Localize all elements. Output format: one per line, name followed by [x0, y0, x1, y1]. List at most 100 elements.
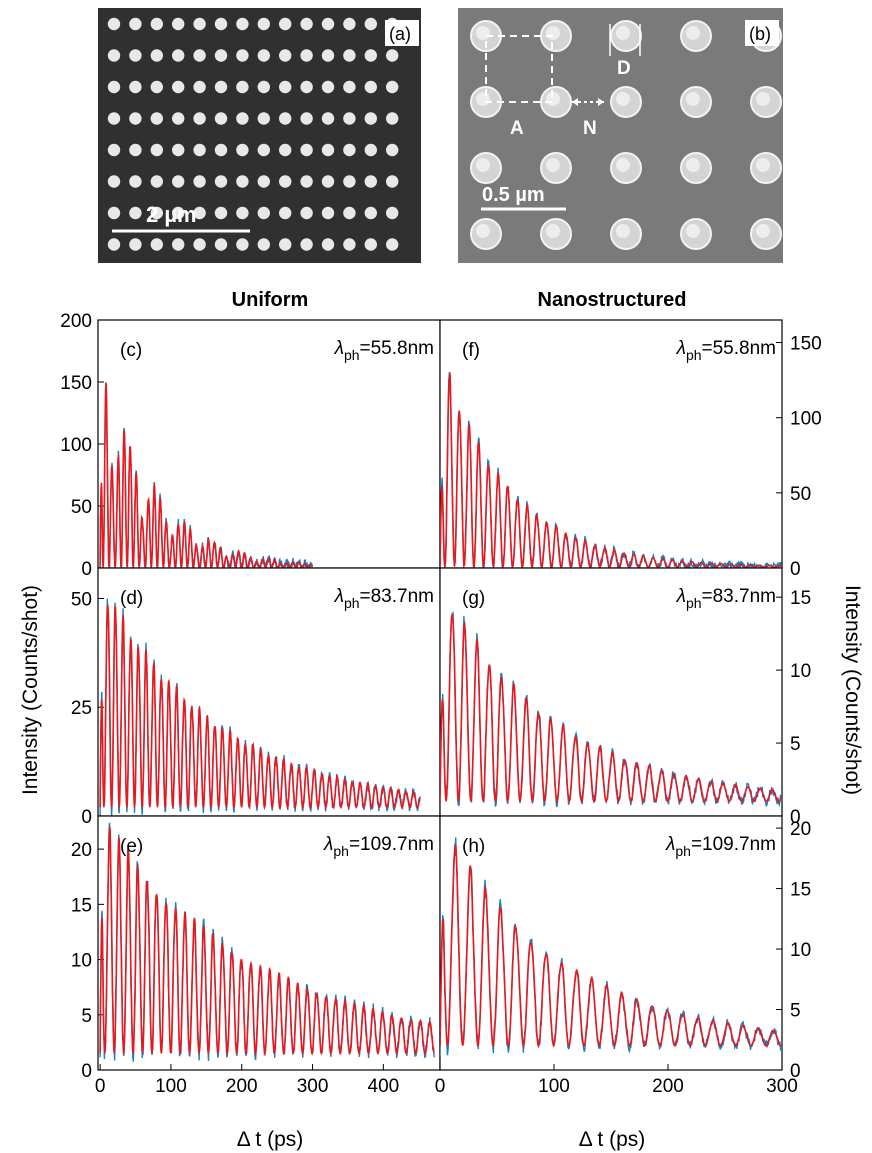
- sem-a-dot: [364, 206, 377, 220]
- sem-a-dot: [300, 49, 313, 62]
- panel-label-e: (e): [120, 836, 143, 857]
- sem-b-label-d: D: [617, 58, 631, 79]
- x-tick-label-e: 0: [95, 1076, 106, 1097]
- panel-f: 0 50 100 150 (f) λph=55.8nm: [439, 319, 822, 580]
- y-tick-label-e: 0: [81, 1061, 92, 1082]
- sem-a-dot: [107, 17, 121, 31]
- sem-b-pillar-highlight: [686, 92, 700, 106]
- sem-b-pillar-highlight: [616, 92, 630, 106]
- sem-a-dot: [386, 80, 399, 94]
- sem-a-dot: [214, 49, 228, 62]
- panel-label-g: (g): [462, 588, 485, 609]
- y-axis-title-left: Intensity (Counts/shot): [19, 585, 42, 795]
- y-tick-label-c: 200: [60, 311, 92, 332]
- sem-a-dot: [257, 206, 270, 220]
- lambda-annotation-h: λph=109.7nm: [665, 834, 776, 859]
- sem-b-panel-label: (b): [749, 24, 771, 44]
- y-tick-label-d: 0: [81, 807, 92, 828]
- sem-a-dot: [193, 17, 206, 31]
- x-tick-label-h: 300: [766, 1076, 798, 1097]
- sem-a-dot: [214, 80, 228, 94]
- panel-label-h: (h): [462, 836, 485, 857]
- sem-a-dot: [193, 80, 206, 94]
- panel-label-c: (c): [120, 340, 142, 361]
- sem-a-dot: [300, 143, 313, 157]
- sem-a-dot: [107, 112, 121, 125]
- sem-a-dot: [343, 112, 356, 125]
- sem-a-dot: [129, 49, 142, 62]
- y-tick-label-h: 20: [790, 819, 811, 840]
- sem-a-dot: [150, 143, 163, 157]
- sem-a-dot: [300, 112, 313, 125]
- y-tick-label-c: 150: [60, 373, 92, 394]
- sem-a-dot: [364, 49, 377, 62]
- panel-c: 0 50 100 150 200 (c) λph=55.8nm: [60, 311, 441, 580]
- sem-b-pillar-highlight: [546, 26, 560, 40]
- lambda-annotation-f: λph=55.8nm: [676, 338, 776, 363]
- sem-a-dot: [236, 80, 249, 94]
- sem-a-dot: [364, 112, 377, 125]
- sem-a-dot: [343, 17, 356, 31]
- sem-a-dot: [321, 206, 335, 220]
- sem-a-dot: [386, 143, 399, 157]
- sem-a-dot: [279, 175, 292, 188]
- sem-a-dot: [172, 80, 185, 94]
- sem-b-pillar-highlight: [546, 224, 560, 238]
- sem-a-dot: [172, 143, 185, 157]
- sem-a-dot: [129, 206, 142, 220]
- sem-a-panel-label: (a): [389, 24, 411, 44]
- sem-a-dot: [257, 175, 270, 188]
- sem-a-dot: [386, 112, 399, 125]
- series-fit-h: [440, 843, 782, 1049]
- sem-a-dot: [129, 238, 142, 251]
- series-fit-e: [99, 826, 435, 1057]
- y-tick-label-c: 0: [81, 559, 92, 580]
- sem-b-label-a: A: [510, 118, 524, 139]
- sem-a-dot: [236, 143, 249, 157]
- sem-b-pillar-highlight: [686, 26, 700, 40]
- lambda-annotation-c: λph=55.8nm: [334, 338, 434, 363]
- y-tick-label-g: 10: [790, 661, 811, 682]
- sem-a-dot: [300, 17, 313, 31]
- lambda-annotation-g: λph=83.7nm: [676, 586, 776, 611]
- sem-b-pillar-highlight: [616, 158, 630, 172]
- sem-a-label-box: [385, 20, 419, 46]
- sem-a-dot: [386, 206, 399, 220]
- lambda-annotation-d: λph=83.7nm: [334, 586, 434, 611]
- sem-a-dot: [321, 143, 335, 157]
- sem-a-dot: [364, 80, 377, 94]
- y-tick-label-e: 20: [71, 840, 92, 861]
- panel-label-d: (d): [120, 588, 143, 609]
- sem-a-dot: [129, 112, 142, 125]
- sem-a-dot: [150, 80, 163, 94]
- sem-a-dot: [172, 238, 185, 251]
- sem-b-pillar-highlight: [476, 26, 490, 40]
- sem-b-unit-cell: [485, 35, 553, 103]
- sem-a-dot: [257, 80, 270, 94]
- sem-a-dot: [193, 238, 206, 251]
- sem-a-dot: [257, 143, 270, 157]
- sem-a-dot: [150, 175, 163, 188]
- sem-a-dot: [364, 175, 377, 188]
- y-tick-label-h: 0: [790, 1061, 801, 1082]
- y-tick-label-h: 10: [790, 940, 811, 961]
- sem-a-dot: [343, 238, 356, 251]
- sem-b-label-box: [745, 20, 779, 46]
- sem-a-dot: [321, 17, 335, 31]
- y-tick-label-g: 5: [790, 734, 801, 755]
- sem-b-pillar-highlight: [686, 224, 700, 238]
- y-tick-label-f: 50: [790, 484, 811, 505]
- x-tick-label-h: 200: [652, 1076, 684, 1097]
- sem-a-dot: [107, 238, 121, 251]
- sem-a-dot: [107, 80, 121, 94]
- sem-a-dot: [386, 238, 399, 251]
- sem-a-dot: [150, 238, 163, 251]
- series-fit-c: [99, 382, 314, 568]
- panel-frame-f: [439, 319, 783, 569]
- sem-a-dot: [321, 112, 335, 125]
- column-title-nanostructured: Nanostructured: [538, 289, 687, 311]
- sem-a-dot: [214, 238, 228, 251]
- sem-a-dot: [279, 206, 292, 220]
- sem-a-dot: [172, 17, 185, 31]
